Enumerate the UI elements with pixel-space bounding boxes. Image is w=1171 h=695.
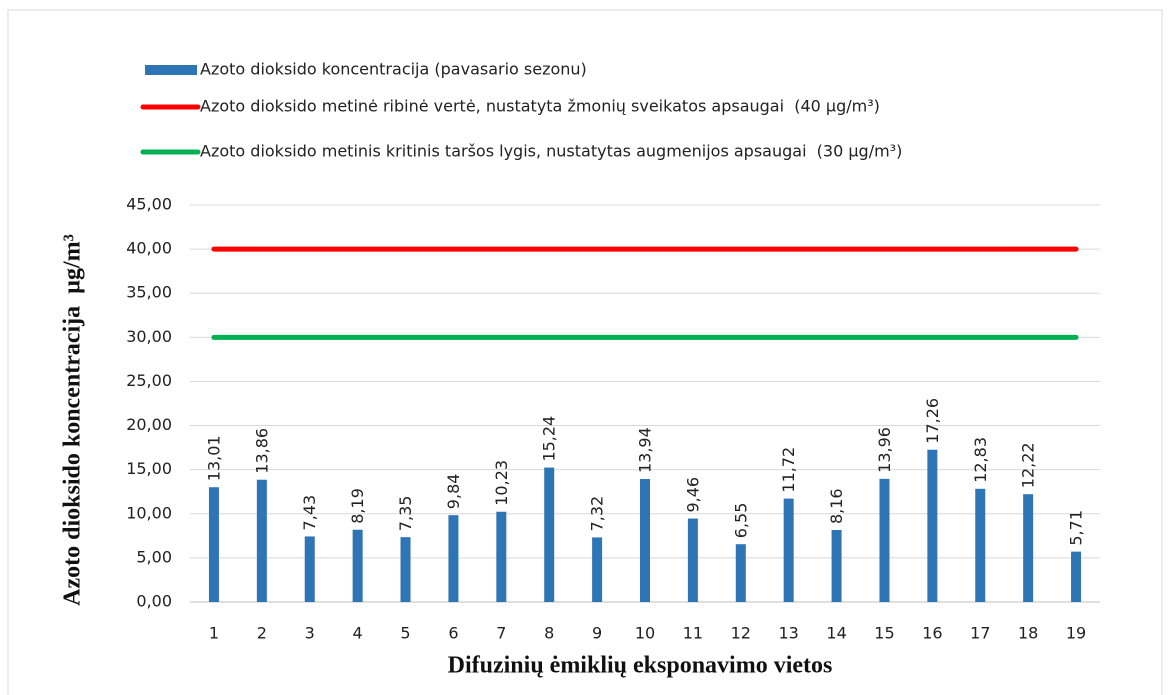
y-tick-label: 20,00 <box>126 415 172 434</box>
value-label: 8,16 <box>827 488 846 524</box>
y-axis-title: Azoto dioksido koncentracija µg/m³ <box>60 234 86 606</box>
bar <box>735 544 746 602</box>
x-tick-label: 16 <box>922 624 942 643</box>
bar <box>496 511 507 602</box>
value-label: 6,55 <box>731 503 750 539</box>
bar <box>400 537 411 602</box>
value-label: 9,46 <box>683 477 702 513</box>
x-tick-label: 4 <box>353 624 363 643</box>
legend-label: Azoto dioksido metinė ribinė vertė, nust… <box>200 97 880 116</box>
x-tick-label: 6 <box>448 624 458 643</box>
value-label: 7,35 <box>396 496 415 532</box>
value-label: 7,32 <box>588 496 607 532</box>
value-label: 15,24 <box>540 416 559 462</box>
bar <box>879 478 890 602</box>
value-label: 10,23 <box>492 460 511 506</box>
y-tick-label: 40,00 <box>126 239 172 258</box>
bar <box>208 487 219 602</box>
x-tick-label: 17 <box>970 624 990 643</box>
y-tick-label: 0,00 <box>136 592 172 611</box>
x-tick-label: 15 <box>874 624 894 643</box>
x-tick-label: 9 <box>592 624 602 643</box>
y-tick-label: 5,00 <box>136 547 172 566</box>
y-tick-label: 45,00 <box>126 195 172 214</box>
x-tick-label: 3 <box>305 624 315 643</box>
value-label: 9,84 <box>444 474 463 510</box>
x-tick-label: 7 <box>496 624 506 643</box>
bar <box>831 530 842 602</box>
bar <box>352 529 363 602</box>
legend-label: Azoto dioksido koncentracija (pavasario … <box>200 60 587 79</box>
bar <box>1023 494 1034 602</box>
value-label: 12,22 <box>1019 442 1038 488</box>
x-tick-label: 14 <box>826 624 846 643</box>
x-tick-label: 12 <box>731 624 751 643</box>
bar <box>975 488 986 602</box>
y-tick-label: 30,00 <box>126 327 172 346</box>
value-label: 11,72 <box>779 447 798 493</box>
bar <box>592 537 603 602</box>
value-label: 13,96 <box>875 427 894 473</box>
x-tick-label: 2 <box>257 624 267 643</box>
value-label: 13,86 <box>252 428 271 474</box>
x-tick-label: 10 <box>635 624 655 643</box>
y-tick-label: 35,00 <box>126 283 172 302</box>
x-tick-label: 8 <box>544 624 554 643</box>
x-tick-label: 5 <box>400 624 410 643</box>
value-label: 13,94 <box>636 427 655 473</box>
bar <box>544 467 555 602</box>
bar <box>640 479 650 602</box>
x-axis-title: Difuzinių ėmiklių eksponavimo vietos <box>448 653 833 679</box>
legend-marker <box>145 65 197 75</box>
value-label: 12,83 <box>971 437 990 483</box>
x-tick-label: 13 <box>779 624 799 643</box>
bar <box>927 449 938 602</box>
value-label: 13,01 <box>204 435 223 481</box>
bar <box>256 479 267 602</box>
y-tick-label: 15,00 <box>126 459 172 478</box>
x-tick-label: 18 <box>1018 624 1038 643</box>
value-label: 8,19 <box>348 488 367 524</box>
y-tick-label: 25,00 <box>126 371 172 390</box>
bar <box>783 498 794 602</box>
bar <box>687 518 698 602</box>
chart-border <box>7 9 1163 695</box>
x-tick-label: 1 <box>209 624 219 643</box>
value-label: 7,43 <box>300 495 319 531</box>
value-label: 5,71 <box>1067 510 1086 546</box>
legend-label: Azoto dioksido metinis kritinis taršos l… <box>200 142 902 161</box>
y-tick-label: 10,00 <box>126 503 172 522</box>
value-label: 17,26 <box>923 398 942 444</box>
bar <box>448 515 459 602</box>
bar <box>1071 551 1082 602</box>
bar <box>304 536 315 602</box>
x-tick-label: 19 <box>1066 624 1086 643</box>
x-tick-label: 11 <box>683 624 703 643</box>
